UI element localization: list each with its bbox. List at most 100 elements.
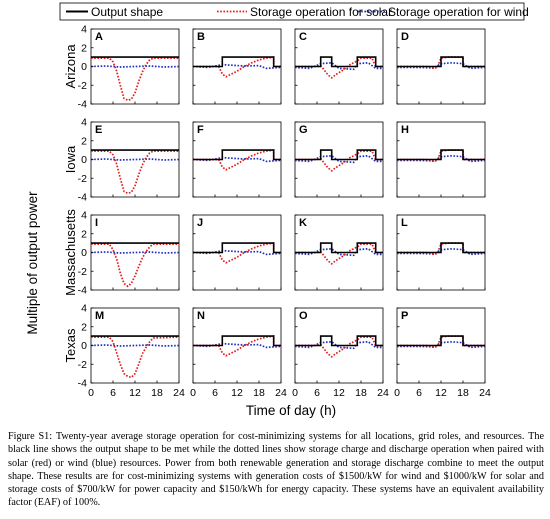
legend-box xyxy=(59,2,525,21)
panel-label: L xyxy=(401,217,408,229)
panel-label: I xyxy=(95,217,98,229)
x-tick-label: 24 xyxy=(173,387,185,399)
output-shape-line xyxy=(397,335,485,347)
panel-l: L xyxy=(396,214,486,291)
output-shape-line xyxy=(193,56,281,68)
y-axis-label: Multiple of output power xyxy=(25,191,40,335)
panel-label: H xyxy=(401,124,409,136)
panel-frame xyxy=(90,28,180,105)
x-tick-label: 12 xyxy=(231,387,243,399)
panel-frame xyxy=(90,121,180,198)
panel-frame xyxy=(90,307,180,384)
panel-b: B xyxy=(192,28,282,105)
solar-series-line xyxy=(91,57,179,102)
y-tick-label: 0 xyxy=(81,340,87,352)
x-tick-label: 12 xyxy=(435,387,447,399)
y-tick-label: 4 xyxy=(81,210,87,222)
panel-label: D xyxy=(401,31,409,43)
panel-c: C xyxy=(294,28,384,105)
row-labels: Arizona Iowa Massachusetts Texas xyxy=(63,44,78,363)
panel-p: P 0 6 12 18 24 xyxy=(394,307,491,399)
x-tick-label: 24 xyxy=(479,387,491,399)
panel-label: E xyxy=(95,124,102,136)
wind-series-line xyxy=(397,154,486,163)
panel-label: G xyxy=(299,124,308,136)
y-tick-label: -4 xyxy=(78,285,87,297)
panel-h: H xyxy=(396,121,486,198)
wind-series-line xyxy=(397,61,486,70)
x-tick-label: 6 xyxy=(110,387,116,399)
y-tick-label: 0 xyxy=(81,154,87,166)
y-tick-label: -2 xyxy=(78,80,87,92)
output-shape-line xyxy=(397,149,485,161)
output-shape-line xyxy=(295,335,383,347)
output-shape-line xyxy=(295,149,383,161)
output-shape-line xyxy=(397,242,485,254)
legend-label: Output shape xyxy=(91,5,163,19)
output-shape-line xyxy=(193,149,281,161)
panel-label: O xyxy=(299,310,308,322)
panel-label: A xyxy=(95,31,103,43)
x-tick-label: 24 xyxy=(377,387,389,399)
y-tick-label: -4 xyxy=(78,378,87,390)
y-tick-label: 4 xyxy=(81,303,87,315)
x-tick-label: 0 xyxy=(190,387,196,399)
solar-series-line xyxy=(91,150,179,195)
panel-label: J xyxy=(197,217,203,229)
panel-g: G xyxy=(294,121,384,198)
output-shape-line xyxy=(295,242,383,254)
wind-series-line xyxy=(397,340,486,349)
x-tick-label: 6 xyxy=(416,387,422,399)
panel-n: N 0 6 12 18 24 xyxy=(190,307,287,399)
x-tick-label: 6 xyxy=(212,387,218,399)
panel-d: D xyxy=(396,28,486,105)
y-tick-label: 2 xyxy=(81,42,87,54)
y-tick-label: 0 xyxy=(81,61,87,73)
y-tick-label: 4 xyxy=(81,117,87,129)
y-tick-label: 2 xyxy=(81,135,87,147)
panel-a: A -4 -2 0 2 4 xyxy=(78,24,180,111)
row-label: Massachusetts xyxy=(63,209,78,296)
x-tick-label: 18 xyxy=(355,387,367,399)
panel-k: K xyxy=(294,214,384,291)
x-tick-label: 0 xyxy=(394,387,400,399)
y-tick-label: -4 xyxy=(78,99,87,111)
panel-label: F xyxy=(197,124,204,136)
figure-caption: Figure S1: Twenty-year average storage o… xyxy=(8,431,544,509)
row-label: Arizona xyxy=(63,44,78,89)
output-shape-line xyxy=(295,56,383,68)
panel-label: K xyxy=(299,217,307,229)
wind-series-line xyxy=(397,247,486,256)
y-tick-label: -2 xyxy=(78,266,87,278)
x-tick-label: 6 xyxy=(314,387,320,399)
output-shape-line xyxy=(193,242,281,254)
legend: Output shape Storage operation for solarS… xyxy=(59,2,529,21)
legend-label: Storage operation for solar xyxy=(250,5,392,19)
panel-label: B xyxy=(197,31,205,43)
panel-label: N xyxy=(197,310,205,322)
panel-i: I -4 -2 0 2 4 xyxy=(78,210,180,297)
x-tick-label: 18 xyxy=(151,387,163,399)
x-tick-label: 0 xyxy=(292,387,298,399)
figure-panel-grid: Output shape Storage operation for solarS… xyxy=(25,2,529,418)
panel-label: C xyxy=(299,31,307,43)
x-tick-label: 18 xyxy=(253,387,265,399)
panel-j: J xyxy=(192,214,282,291)
panel-f: F xyxy=(192,121,282,198)
y-tick-label: 2 xyxy=(81,228,87,240)
y-tick-label: -2 xyxy=(78,173,87,185)
x-tick-label: 12 xyxy=(333,387,345,399)
y-tick-label: -4 xyxy=(78,192,87,204)
y-tick-label: 0 xyxy=(81,247,87,259)
solar-series-line xyxy=(91,243,179,288)
x-axis-label: Time of day (h) xyxy=(246,403,336,418)
y-tick-label: 2 xyxy=(81,321,87,333)
panel-e: E -4 -2 0 2 4 xyxy=(78,117,180,204)
x-tick-label: 18 xyxy=(457,387,469,399)
panel-label: P xyxy=(401,310,408,322)
y-tick-label: 4 xyxy=(81,24,87,36)
row-label: Iowa xyxy=(63,145,78,173)
legend-label: Storage operation for wind xyxy=(388,5,529,19)
